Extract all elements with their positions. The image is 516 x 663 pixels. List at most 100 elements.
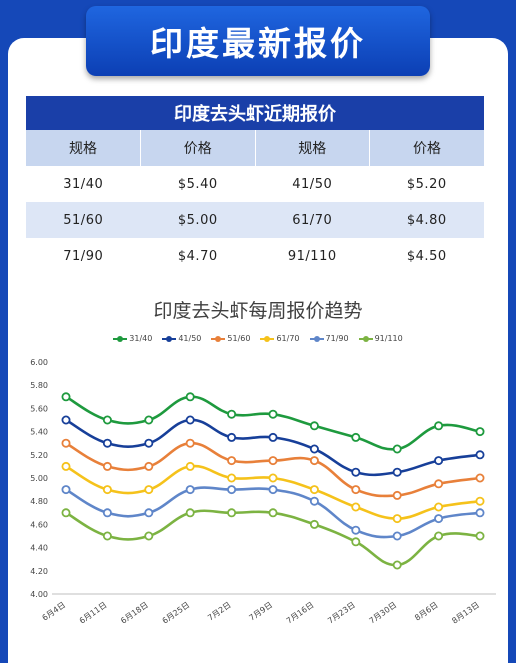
data-point — [309, 444, 319, 454]
data-point — [475, 427, 485, 437]
y-tick-label: 5.00 — [30, 474, 48, 483]
data-point — [227, 508, 237, 518]
data-point — [309, 421, 319, 431]
y-tick-label: 5.20 — [30, 451, 48, 460]
data-point — [434, 421, 444, 431]
data-point — [268, 508, 278, 518]
data-point — [144, 438, 154, 448]
data-point — [351, 432, 361, 442]
y-tick-label: 4.20 — [30, 567, 48, 576]
series-line — [65, 509, 481, 567]
x-tick-label: 7月9日 — [248, 600, 275, 622]
legend-swatch — [358, 335, 373, 342]
table-row: 31/40 $5.40 41/50 $5.20 — [26, 166, 484, 202]
legend-item: 91/110 — [358, 334, 403, 343]
legend-label: 61/70 — [276, 334, 300, 343]
data-point — [227, 456, 237, 466]
price-cell: $5.00 — [140, 202, 255, 238]
table-row: 71/90 $4.70 91/110 $4.50 — [26, 238, 484, 274]
y-tick-label: 4.80 — [30, 497, 48, 506]
page-title: 印度最新报价 — [150, 24, 366, 63]
header-price: 价格 — [369, 130, 484, 166]
data-point — [351, 537, 361, 547]
y-tick-label: 4.60 — [30, 520, 48, 529]
legend-swatch — [162, 335, 177, 342]
legend-label: 91/110 — [374, 334, 403, 343]
chart-legend: 31/40 41/50 51/60 61/70 71/90 91/110 — [0, 334, 516, 343]
x-tick-label: 6月4日 — [41, 600, 68, 622]
legend-label: 51/60 — [227, 334, 251, 343]
y-tick-label: 4.00 — [30, 590, 48, 599]
data-point — [268, 409, 278, 419]
spec-cell: 91/110 — [255, 238, 370, 274]
spec-cell: 41/50 — [255, 166, 370, 202]
data-point — [309, 456, 319, 466]
x-tick-label: 8月6日 — [413, 600, 440, 622]
data-point — [185, 392, 195, 402]
data-point — [102, 508, 112, 518]
page-title-banner: 印度最新报价 — [86, 6, 430, 76]
data-point — [392, 467, 402, 477]
data-point — [185, 508, 195, 518]
price-cell: $4.50 — [369, 238, 484, 274]
data-point — [102, 415, 112, 425]
legend-label: 41/50 — [178, 334, 202, 343]
data-point — [144, 461, 154, 471]
data-point — [351, 502, 361, 512]
price-table: 印度去头虾近期报价 规格 价格 规格 价格 31/40 $5.40 41/50 … — [26, 96, 484, 274]
y-tick-label: 5.60 — [30, 404, 48, 413]
data-point — [61, 485, 71, 495]
series-71-90 — [61, 485, 485, 541]
data-point — [268, 485, 278, 495]
legend-item: 71/90 — [309, 334, 349, 343]
data-point — [475, 450, 485, 460]
series-51-60 — [61, 438, 485, 500]
data-point — [185, 461, 195, 471]
header-spec: 规格 — [254, 130, 370, 166]
data-point — [392, 490, 402, 500]
data-point — [475, 496, 485, 506]
spec-cell: 71/90 — [26, 238, 141, 274]
data-point — [268, 456, 278, 466]
table-row: 51/60 $5.00 61/70 $4.80 — [26, 202, 484, 238]
data-point — [392, 444, 402, 454]
x-tick-label: 8月13日 — [450, 600, 481, 625]
data-point — [61, 461, 71, 471]
data-point — [351, 485, 361, 495]
data-point — [227, 409, 237, 419]
data-point — [227, 432, 237, 442]
line-chart: 4.00 4.20 4.40 4.60 4.80 5.00 5.20 5.40 5.60 5.80… — [30, 358, 496, 626]
data-point — [144, 485, 154, 495]
legend-swatch — [211, 335, 226, 342]
data-point — [227, 473, 237, 483]
data-point — [434, 479, 444, 489]
legend-item: 31/40 — [113, 334, 152, 343]
legend-swatch — [260, 335, 275, 342]
data-point — [61, 508, 71, 518]
data-point — [392, 560, 402, 570]
data-point — [475, 473, 485, 483]
legend-item: 51/60 — [211, 334, 250, 343]
x-tick-label: 6月18日 — [119, 600, 150, 625]
chart-title: 印度去头虾每周报价趋势 — [153, 300, 363, 322]
data-point — [185, 485, 195, 495]
series-41-50 — [61, 415, 485, 477]
series-61-70 — [61, 461, 485, 524]
x-tick-label: 6月11日 — [78, 600, 109, 625]
data-point — [61, 438, 71, 448]
y-tick-label: 5.80 — [30, 381, 48, 390]
legend-swatch — [113, 335, 128, 342]
header-spec: 规格 — [26, 130, 141, 166]
data-point — [185, 415, 195, 425]
x-tick-label: 7月30日 — [368, 600, 399, 625]
data-point — [102, 485, 112, 495]
y-tick-label: 6.00 — [30, 358, 48, 367]
data-point — [61, 392, 71, 402]
data-point — [475, 508, 485, 518]
legend-swatch — [309, 335, 324, 342]
price-cell: $4.80 — [369, 202, 484, 238]
data-point — [144, 531, 154, 541]
y-tick-label: 5.40 — [30, 428, 48, 437]
x-tick-label: 7月16日 — [285, 600, 316, 625]
data-point — [392, 531, 402, 541]
